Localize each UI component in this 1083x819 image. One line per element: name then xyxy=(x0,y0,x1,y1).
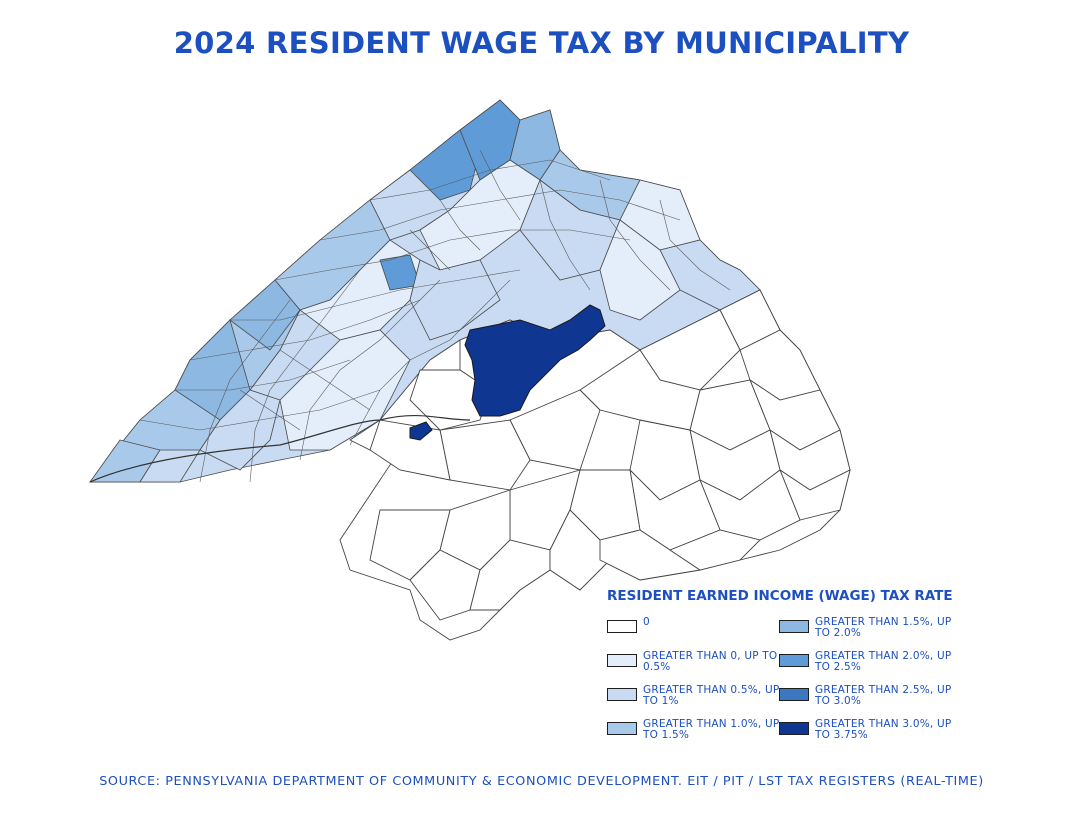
legend-swatch xyxy=(779,654,809,667)
legend-item: GREATER THAN 0, UP TO 0.5% xyxy=(607,651,782,681)
municipality xyxy=(469,539,551,611)
municipality xyxy=(409,129,481,201)
legend-swatch xyxy=(607,654,637,667)
chester-city xyxy=(409,421,433,441)
legend-swatch xyxy=(779,688,809,701)
philadelphia xyxy=(464,304,606,417)
municipality xyxy=(409,259,501,341)
legend-item: GREATER THAN 1.5%, UP TO 2.0% xyxy=(779,617,954,647)
municipality xyxy=(579,349,701,431)
legend-swatch xyxy=(607,688,637,701)
legend-item: GREATER THAN 2.0%, UP TO 2.5% xyxy=(779,651,954,681)
eastern-region xyxy=(339,289,851,641)
legend-grid: 0 GREATER THAN 0, UP TO 0.5% GREATER THA… xyxy=(607,617,987,747)
source-note: SOURCE: PENNSYLVANIA DEPARTMENT OF COMMU… xyxy=(99,774,984,789)
philadelphia-highlight xyxy=(409,304,606,441)
legend-title: RESIDENT EARNED INCOME (WAGE) TAX RATE xyxy=(607,588,953,604)
legend-swatch xyxy=(779,722,809,735)
county-outline xyxy=(89,414,471,483)
legend-label: GREATER THAN 0.5%, UP TO 1% xyxy=(643,684,780,707)
legend-item: GREATER THAN 0.5%, UP TO 1% xyxy=(607,685,782,715)
map-svg xyxy=(89,99,851,641)
municipality-map xyxy=(80,90,870,650)
legend-item: GREATER THAN 3.0%, UP TO 3.75% xyxy=(779,719,954,749)
municipality xyxy=(409,369,491,431)
legend-label: GREATER THAN 3.0%, UP TO 3.75% xyxy=(815,718,952,741)
municipality xyxy=(599,219,681,321)
legend-swatch xyxy=(779,620,809,633)
legend-label: GREATER THAN 2.5%, UP TO 3.0% xyxy=(815,684,952,707)
municipality xyxy=(669,529,761,571)
municipality xyxy=(229,309,301,391)
municipality xyxy=(139,449,201,483)
legend-swatch xyxy=(607,620,637,633)
legend-swatch xyxy=(607,722,637,735)
legend-item: GREATER THAN 2.5%, UP TO 3.0% xyxy=(779,685,954,715)
legend-label: GREATER THAN 2.0%, UP TO 2.5% xyxy=(815,650,952,673)
map-legend: RESIDENT EARNED INCOME (WAGE) TAX RATE 0… xyxy=(607,588,987,747)
legend-label: GREATER THAN 0, UP TO 0.5% xyxy=(643,650,778,673)
legend-label: GREATER THAN 1.5%, UP TO 2.0% xyxy=(815,616,952,639)
legend-item: 0 xyxy=(607,617,782,647)
legend-item: GREATER THAN 1.0%, UP TO 1.5% xyxy=(607,719,782,749)
legend-label: GREATER THAN 1.0%, UP TO 1.5% xyxy=(643,718,780,741)
legend-label: 0 xyxy=(643,616,650,628)
municipal-boundaries xyxy=(139,149,731,483)
page-title: 2024 RESIDENT WAGE TAX BY MUNICIPALITY xyxy=(173,26,910,60)
